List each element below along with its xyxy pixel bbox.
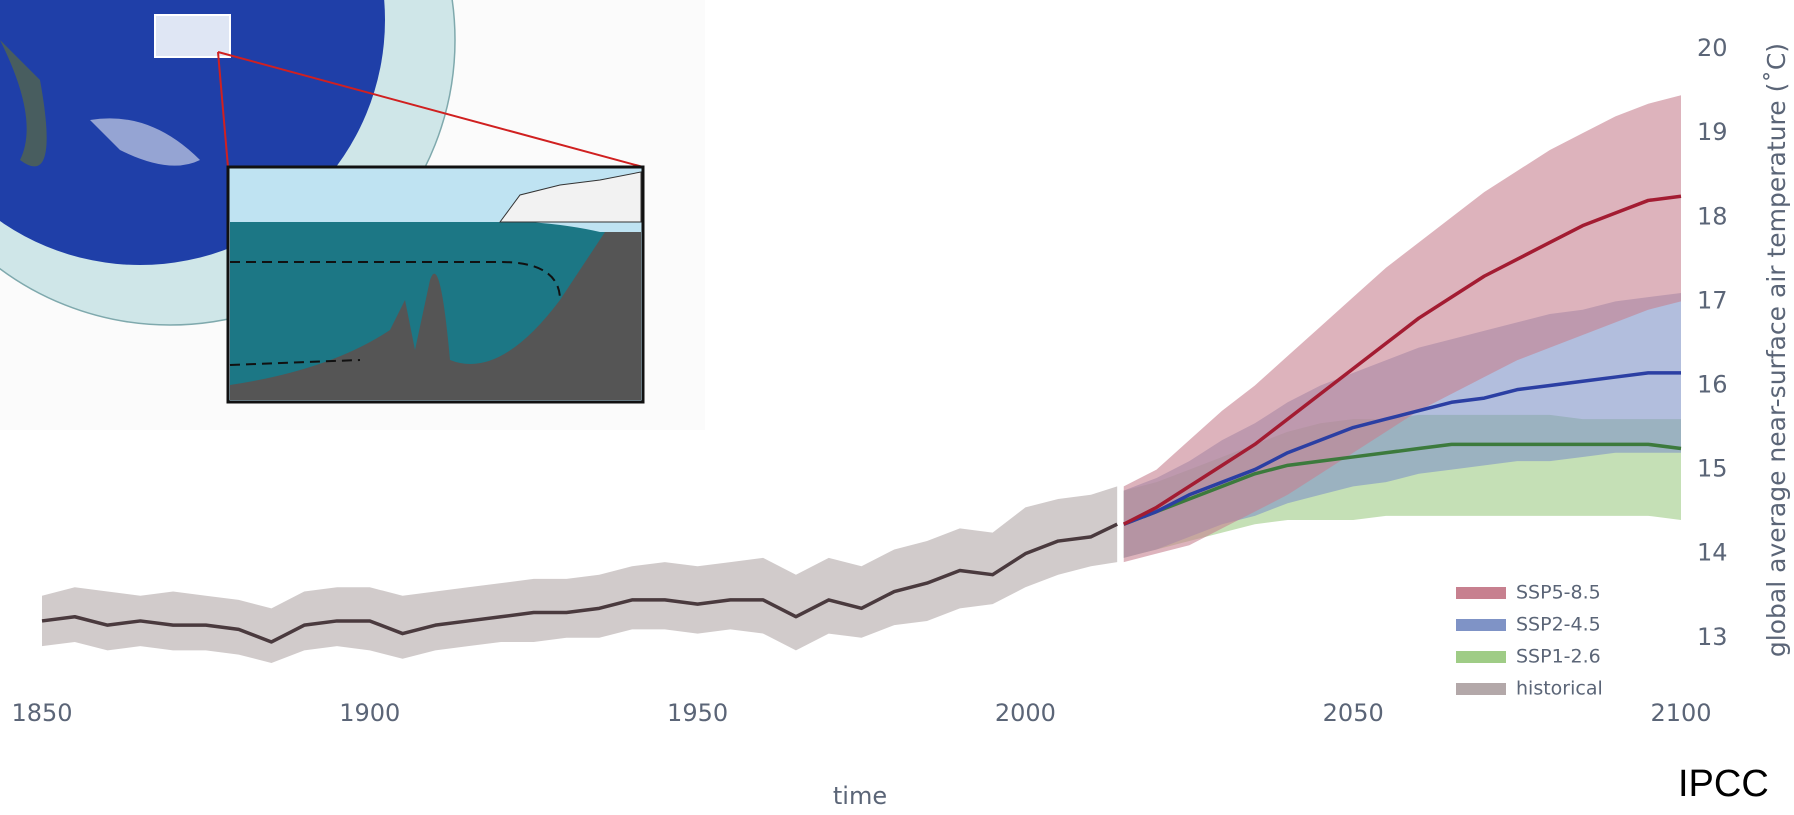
legend-swatch — [1456, 587, 1506, 599]
legend-label: historical — [1516, 678, 1603, 700]
y-tick-label: 19 — [1697, 118, 1728, 146]
y-axis-label: global average near-surface air temperat… — [1762, 43, 1791, 657]
model-illustration — [0, 0, 705, 430]
legend-swatch — [1456, 619, 1506, 631]
y-tick-label: 18 — [1697, 202, 1728, 230]
x-tick-label: 1850 — [11, 699, 72, 727]
y-tick-label: 16 — [1697, 370, 1728, 398]
y-tick-label: 17 — [1697, 286, 1728, 314]
legend-label: SSP1-2.6 — [1516, 646, 1601, 668]
x-tick-label: 2050 — [1323, 699, 1384, 727]
legend-label: SSP5-8.5 — [1516, 582, 1601, 604]
x-tick-label: 1950 — [667, 699, 728, 727]
page: {"chart_data": {"type": "band-line", "x_… — [0, 0, 1794, 815]
x-tick-label: 2000 — [995, 699, 1056, 727]
legend-label: SSP2-4.5 — [1516, 614, 1601, 636]
source-label: IPCC — [1678, 763, 1769, 805]
x-tick-label: 2100 — [1650, 699, 1711, 727]
legend-swatch — [1456, 651, 1506, 663]
x-axis-label: time — [833, 782, 887, 810]
y-tick-label: 15 — [1697, 455, 1728, 483]
chart: 1850 1900 1950 2000 2050 2100 13 14 15 16 17 18 19 20… — [0, 0, 1794, 815]
uncertainty-band — [42, 486, 1117, 663]
y-tick-label: 13 — [1697, 623, 1728, 651]
grid-box — [155, 15, 230, 57]
y-tick-label: 14 — [1697, 539, 1728, 567]
legend-swatch — [1456, 683, 1506, 695]
y-tick-label: 20 — [1697, 34, 1728, 62]
x-tick-label: 1900 — [339, 699, 400, 727]
